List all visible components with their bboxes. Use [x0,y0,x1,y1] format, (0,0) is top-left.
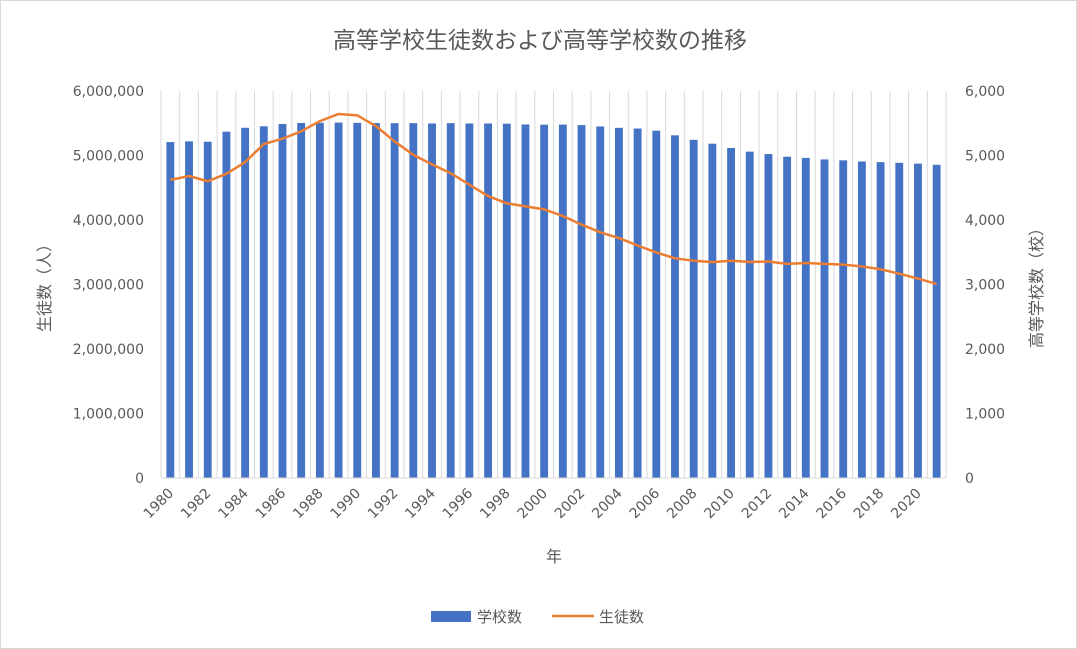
bar [689,139,698,478]
bar [372,123,380,478]
bar [166,142,175,479]
legend-line-label: 生徒数 [599,608,644,626]
x-tick-label: 1982 [178,486,215,523]
bar [671,135,679,478]
bar [222,131,231,478]
y-axis-title: 生徒数（人） [35,236,54,332]
x-tick-label: 2018 [851,486,888,523]
x-tick-label: 1986 [253,485,290,522]
x-tick-label: 2012 [739,486,776,523]
bar [895,162,904,478]
bar [932,164,941,478]
x-tick-label: 2016 [814,485,851,522]
x-tick-label: 1992 [365,486,402,523]
y2-tick-label: 4,000 [965,213,1005,229]
chart-title: 高等学校生徒数および高等学校数の推移 [333,28,747,54]
y2-tick-label: 3,000 [965,278,1005,294]
x-tick-label: 2014 [776,485,813,522]
x-tick-label: 2008 [664,486,701,523]
x-axis-ticks: 1980 1982 1984 1986 1988 1990 1992 1994 1996 1998… [141,485,925,522]
bar [446,123,455,479]
bar [315,122,324,479]
bar [353,122,362,478]
gridlines [160,91,947,478]
x-tick-label: 1996 [440,485,477,522]
x-tick-label: 1994 [402,485,439,522]
bar [727,148,735,478]
bar [484,123,493,479]
bar [839,160,848,478]
bar [428,123,436,479]
x-tick-label: 1998 [477,486,514,523]
bar [241,127,250,478]
legend-bar-label: 学校数 [477,608,522,626]
y-tick-label: 0 [135,471,144,487]
bar [540,124,549,478]
y2-tick-label: 6,000 [965,84,1005,100]
bar [521,124,530,479]
bar [745,151,754,478]
bar [278,123,287,478]
bar [185,141,193,478]
y2-axis-ticks: 0 1,000 2,000 3,000 4,000 5,000 6,000 [965,84,1005,487]
bar [764,154,773,478]
y2-axis-title: 高等学校数（校） [1027,220,1046,348]
bar [783,156,792,478]
bar [390,123,399,479]
y-tick-label: 1,000,000 [73,407,144,423]
bar [633,128,642,478]
bar [614,127,623,478]
bar [801,157,810,478]
y-tick-label: 6,000,000 [73,84,144,100]
bar [820,159,829,478]
bar [577,125,586,478]
bar [409,123,418,479]
x-tick-label: 2004 [589,485,626,522]
bar [596,126,605,478]
y-tick-label: 5,000,000 [73,149,144,165]
bar [334,122,343,478]
bar [297,122,306,478]
bar [502,123,511,478]
bar [708,143,717,478]
bar [465,123,474,479]
x-tick-label: 2020 [888,486,925,523]
legend: 学校数 生徒数 [431,608,644,626]
x-tick-label: 2000 [514,486,551,523]
x-tick-label: 2002 [552,486,589,523]
y-tick-label: 3,000,000 [73,278,144,294]
bar [857,161,866,478]
bar [652,130,661,479]
x-tick-label: 2010 [701,486,738,523]
y-tick-label: 4,000,000 [73,213,144,229]
y2-tick-label: 1,000 [965,407,1005,423]
y-axis-ticks: 0 1,000,000 2,000,000 3,000,000 4,000,000 5,0… [73,84,144,487]
legend-bar-swatch [431,611,471,622]
bar [203,141,212,478]
bar [876,162,885,478]
x-tick-label: 1988 [290,486,327,523]
line-series [170,112,937,286]
bar [914,163,922,478]
y-tick-label: 2,000,000 [73,342,144,358]
bar-series [166,122,941,479]
x-tick-label: 1990 [328,486,365,523]
y2-tick-label: 5,000 [965,149,1005,165]
y2-tick-label: 0 [965,471,974,487]
x-tick-label: 1984 [215,485,252,522]
x-axis-title: 年 [546,547,562,566]
x-tick-label: 1980 [141,486,178,523]
bar [558,124,567,479]
bar [259,126,268,479]
x-tick-label: 2006 [627,485,664,522]
y2-tick-label: 2,000 [965,342,1005,358]
